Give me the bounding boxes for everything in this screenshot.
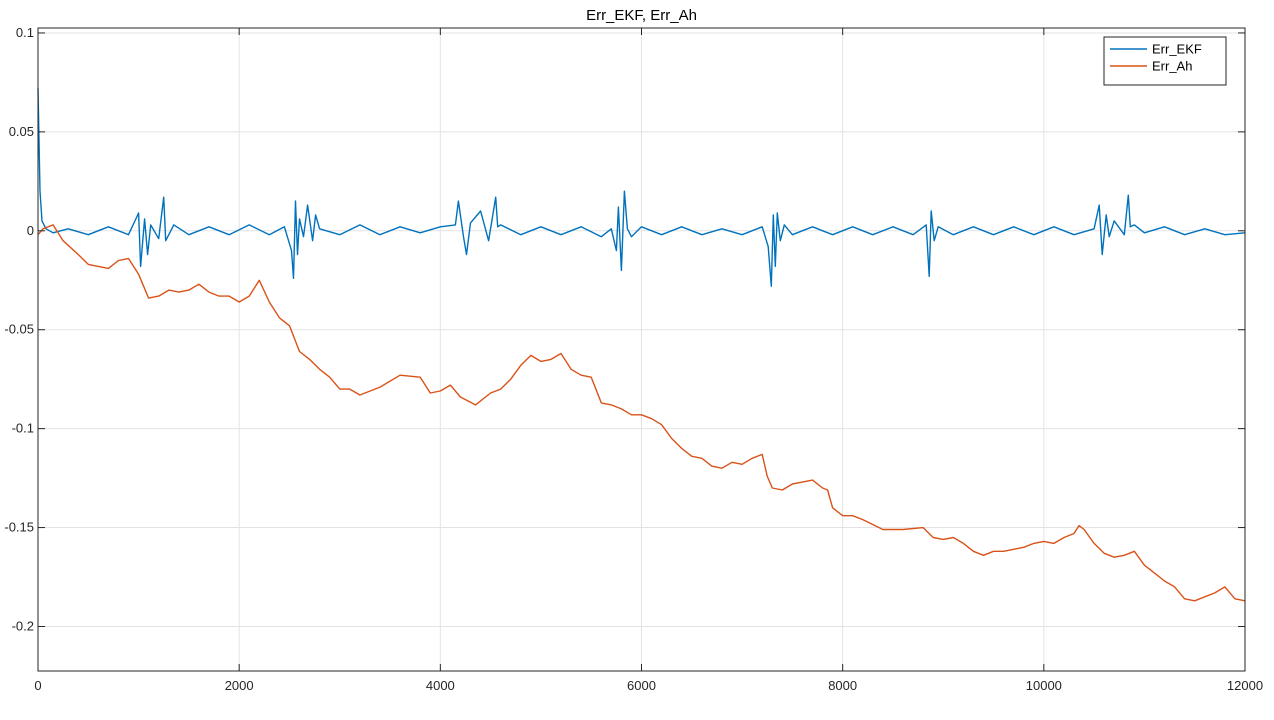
legend-box [1103, 36, 1227, 86]
axis-ticks: 0 2000 4000 6000 8000 10000 12000 0.1 0.05 0 -0.05… [4, 25, 1263, 693]
y-tick-label: -0.15 [4, 520, 34, 535]
chart-title: Err_EKF, Err_Ah [586, 7, 697, 24]
data-series [37, 88, 1246, 602]
series-line-err-ekf [37, 88, 1246, 287]
x-tick-label: 2000 [225, 678, 254, 693]
series-line-err-ah [37, 224, 1246, 602]
x-tick-label: 4000 [426, 678, 455, 693]
x-tick-label: 6000 [627, 678, 656, 693]
legend: Err_EKF Err_Ah [1103, 36, 1227, 86]
legend-label: Err_EKF [1152, 42, 1202, 57]
y-tick-label: 0 [27, 223, 34, 238]
y-tick-label: -0.2 [12, 618, 34, 633]
x-tick-label: 8000 [828, 678, 857, 693]
y-tick-label: 0.1 [16, 25, 34, 40]
y-tick-label: -0.05 [4, 322, 34, 337]
y-tick-label: -0.1 [12, 421, 34, 436]
x-tick-label: 10000 [1026, 678, 1062, 693]
x-tick-label: 12000 [1227, 678, 1263, 693]
legend-label: Err_Ah [1152, 59, 1192, 74]
x-tick-label: 0 [34, 678, 41, 693]
y-tick-label: 0.05 [9, 124, 34, 139]
